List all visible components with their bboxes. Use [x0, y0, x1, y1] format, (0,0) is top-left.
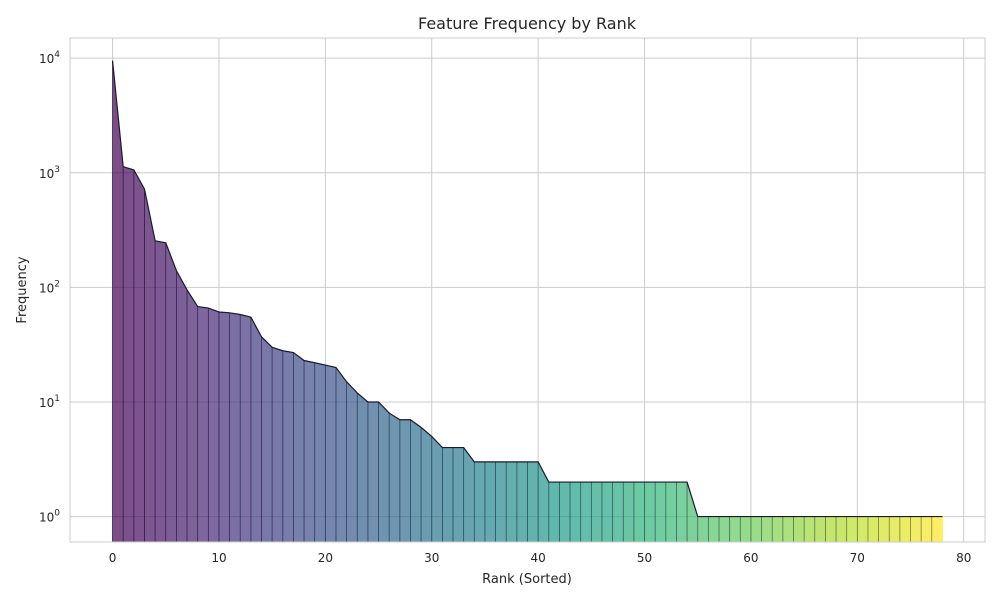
area-segment — [846, 516, 858, 543]
area-segment — [803, 516, 816, 543]
x-tick-label: 10 — [211, 551, 226, 565]
area-segment — [835, 516, 847, 543]
area-segment — [739, 516, 752, 543]
chart-title: Feature Frequency by Rank — [418, 14, 637, 33]
area-segment — [718, 516, 730, 543]
area-segment — [569, 481, 581, 543]
area-segment — [133, 169, 145, 543]
area-segment — [271, 346, 284, 543]
area-segment — [548, 481, 560, 543]
x-tick-label: 60 — [743, 551, 758, 565]
area-segment — [495, 461, 507, 543]
area-segment — [601, 481, 613, 543]
area-segment — [452, 447, 464, 543]
area-segment — [388, 412, 401, 543]
area-segment — [399, 419, 411, 543]
area-segment — [474, 461, 486, 543]
area-segment — [516, 461, 528, 543]
area-segment — [761, 516, 773, 543]
area-segment — [825, 516, 837, 543]
x-tick-label: 50 — [637, 551, 652, 565]
area-segment — [899, 516, 911, 543]
area-segment — [867, 516, 879, 543]
area-segment — [303, 360, 316, 543]
area-segment — [644, 481, 656, 543]
x-tick-labels: 0 10 20 30 40 50 60 70 80 — [109, 551, 972, 565]
plot-frame — [69, 37, 986, 543]
area-segment — [367, 401, 379, 543]
x-tick-label: 0 — [109, 551, 117, 565]
y-tick-label: 102 — [39, 279, 60, 295]
area-segment — [463, 446, 475, 543]
area-segment — [878, 516, 890, 543]
area-segment — [708, 516, 720, 543]
area-segment — [920, 516, 933, 543]
area-outline-layer — [111, 60, 943, 518]
area-segment — [484, 461, 496, 543]
area-segment — [186, 288, 198, 543]
y-tick-labels: 100 101 102 103 104 — [39, 50, 60, 524]
area-segment — [314, 362, 326, 543]
area-segment — [282, 350, 294, 543]
area-segment — [335, 366, 347, 543]
y-axis-label: Frequency — [15, 256, 30, 323]
y-tick-label: 104 — [39, 50, 60, 66]
area-segment — [622, 481, 635, 543]
area-segment — [654, 481, 667, 543]
area-segment — [165, 242, 177, 543]
area-segment — [857, 516, 869, 543]
area-segment — [442, 447, 454, 543]
area-segment — [346, 381, 358, 543]
area-segment — [250, 316, 262, 543]
area-segment — [729, 516, 741, 543]
x-tick-label: 70 — [850, 551, 865, 565]
x-tick-label: 80 — [956, 551, 971, 565]
area-segment — [591, 481, 603, 543]
area-segment — [888, 516, 901, 543]
area-segment — [197, 306, 209, 543]
area-segment — [676, 481, 688, 543]
area-segment — [356, 392, 369, 543]
area-segment — [750, 516, 762, 543]
area-segment — [176, 270, 188, 543]
area-segment — [325, 364, 337, 543]
area-segment — [559, 481, 571, 543]
area-segment — [931, 516, 943, 543]
area-segment — [208, 307, 220, 543]
y-tick-label: 101 — [39, 394, 60, 410]
x-tick-label: 20 — [318, 551, 333, 565]
area-segment — [793, 516, 805, 543]
x-axis-label: Rank (Sorted) — [482, 572, 572, 587]
area-segment — [144, 189, 156, 543]
y-tick-label: 103 — [39, 165, 60, 181]
x-tick-label: 40 — [530, 551, 545, 565]
area-segment — [697, 516, 709, 543]
area-segment — [505, 461, 518, 543]
area-segment — [293, 351, 305, 543]
area-segment — [378, 401, 390, 543]
area-segment — [910, 516, 922, 543]
area-segment — [771, 516, 784, 543]
series-line — [111, 60, 943, 518]
area-segment — [122, 166, 135, 543]
area-segment — [527, 461, 539, 543]
area-segment — [612, 481, 624, 543]
area-segment — [420, 426, 433, 543]
area-segment — [814, 516, 826, 543]
area-segment — [229, 312, 241, 543]
area-segment — [580, 481, 592, 543]
area-segment — [633, 481, 645, 543]
area-segment — [239, 314, 252, 543]
area-segment — [410, 419, 422, 543]
area-segment — [665, 481, 677, 543]
x-tick-label: 30 — [424, 551, 439, 565]
area-segment — [431, 435, 443, 543]
y-tick-label: 100 — [39, 509, 60, 525]
area-segment — [154, 240, 167, 543]
area-segment — [261, 336, 273, 543]
area-segment — [782, 516, 794, 543]
area-segment — [218, 311, 230, 543]
